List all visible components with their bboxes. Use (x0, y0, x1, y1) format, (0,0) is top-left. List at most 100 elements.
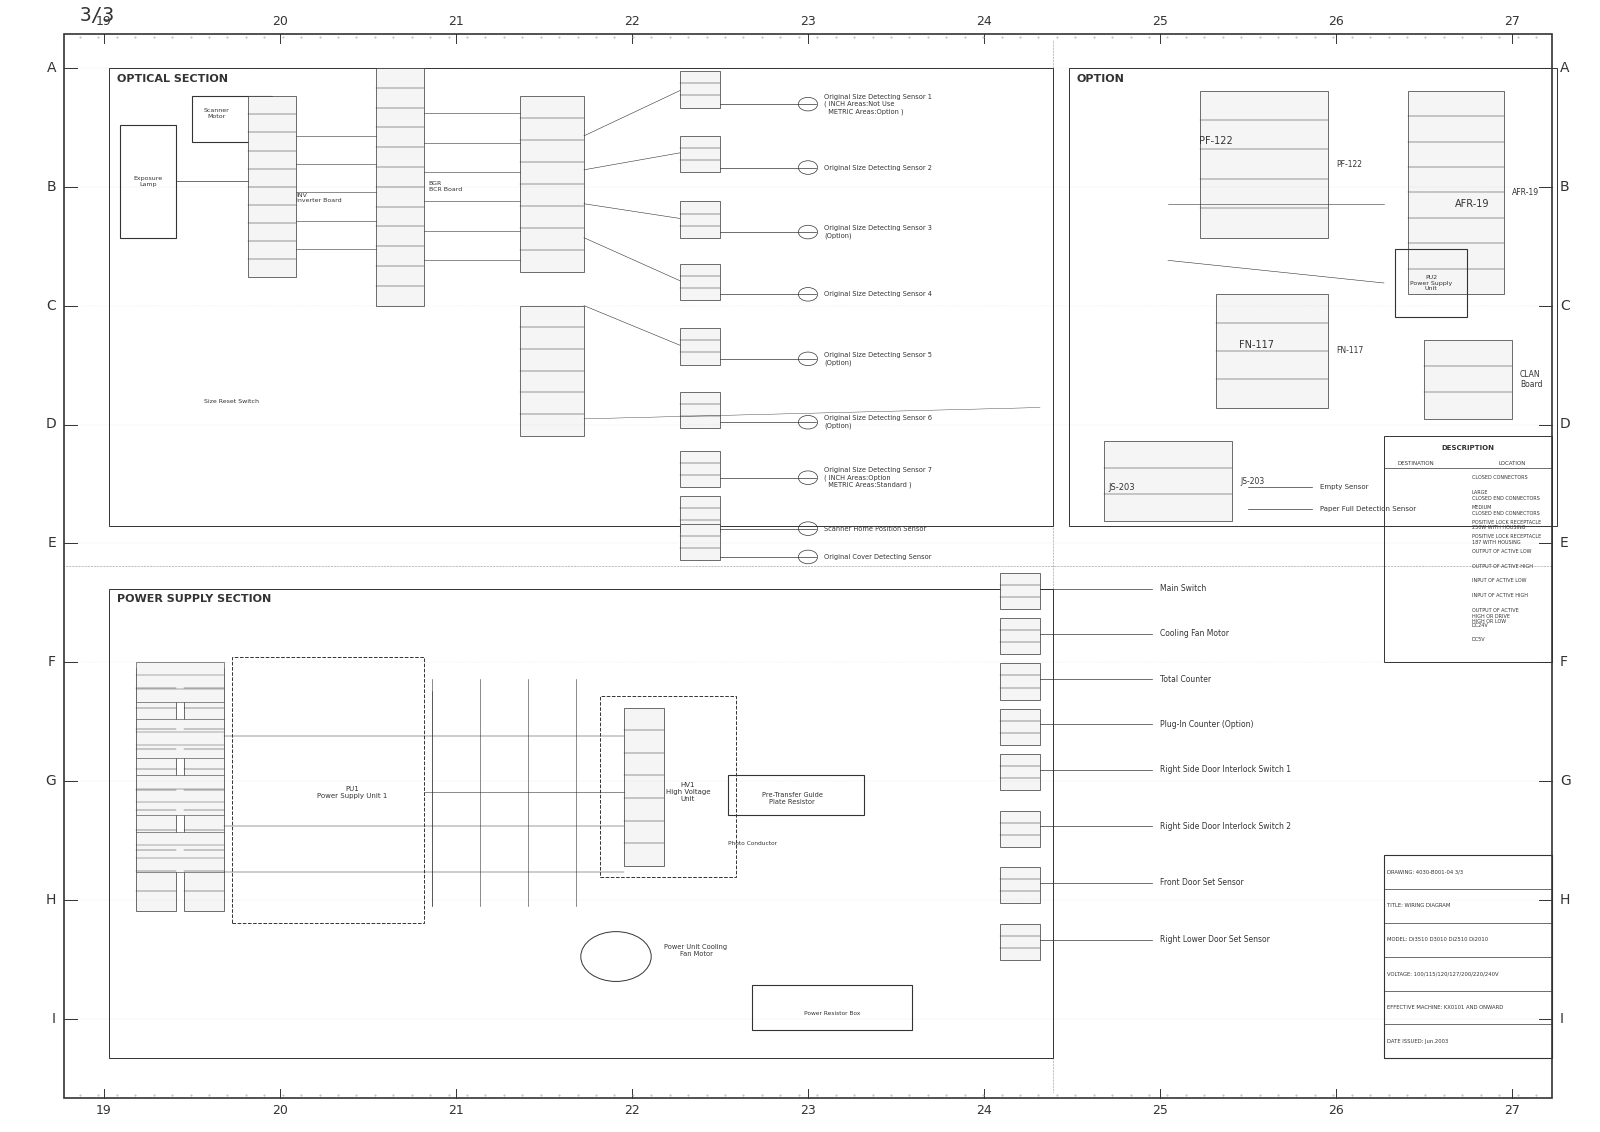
Text: HV1
High Voltage
Unit: HV1 High Voltage Unit (666, 782, 710, 803)
Text: B: B (46, 180, 56, 194)
Bar (1104, 441, 1232, 521)
Bar (1000, 618, 1040, 654)
Bar (680, 71, 720, 108)
Text: 22: 22 (624, 1104, 640, 1116)
Text: Plug-In Counter (Option): Plug-In Counter (Option) (1160, 720, 1253, 729)
Text: C: C (1560, 299, 1570, 312)
Text: Main Switch: Main Switch (1160, 584, 1206, 593)
Text: H: H (1560, 893, 1570, 907)
Text: 23: 23 (800, 16, 816, 28)
Text: 3/3: 3/3 (80, 6, 115, 25)
Text: VOLTAGE: 100/115/120/127/200/220/240V: VOLTAGE: 100/115/120/127/200/220/240V (1387, 971, 1499, 976)
Text: DATE ISSUED: Jun.2003: DATE ISSUED: Jun.2003 (1387, 1039, 1448, 1044)
Text: Cooling Fan Motor: Cooling Fan Motor (1160, 629, 1229, 638)
Text: E: E (48, 537, 56, 550)
Text: G: G (1560, 774, 1571, 788)
Text: MODEL: Di3510 D3010 Di2510 Di2010: MODEL: Di3510 D3010 Di2510 Di2010 (1387, 937, 1488, 942)
Text: C: C (46, 299, 56, 312)
Text: EFFECTIVE MACHINE: KX0101 AND ONWARD: EFFECTIVE MACHINE: KX0101 AND ONWARD (1387, 1005, 1504, 1010)
Bar (520, 96, 584, 272)
Text: OPTION: OPTION (1077, 74, 1125, 84)
Text: AFR-19: AFR-19 (1454, 199, 1490, 208)
Text: DESCRIPTION: DESCRIPTION (1442, 445, 1494, 451)
Text: Original Size Detecting Sensor 2: Original Size Detecting Sensor 2 (824, 164, 931, 171)
Text: 20: 20 (272, 1104, 288, 1116)
Text: 25: 25 (1152, 16, 1168, 28)
Text: INV
Inverter Board: INV Inverter Board (296, 192, 342, 204)
Text: FN-117: FN-117 (1336, 346, 1363, 355)
Bar (680, 392, 720, 428)
Text: CLAN
Board: CLAN Board (1520, 369, 1542, 389)
Bar (120, 125, 176, 238)
Text: TITLE: WIRING DIAGRAM: TITLE: WIRING DIAGRAM (1387, 903, 1451, 908)
Bar (1395, 249, 1467, 317)
Text: 19: 19 (96, 16, 112, 28)
Text: 24: 24 (976, 16, 992, 28)
Bar (1000, 924, 1040, 960)
Text: Original Size Detecting Sensor 4: Original Size Detecting Sensor 4 (824, 291, 931, 298)
Text: Empty Sensor: Empty Sensor (1320, 483, 1368, 490)
Text: I: I (53, 1012, 56, 1026)
Text: OUTPUT OF ACTIVE
HIGH OR DRIVE
HIGH OR LOW: OUTPUT OF ACTIVE HIGH OR DRIVE HIGH OR L… (1472, 608, 1518, 625)
Text: JS-203: JS-203 (1109, 483, 1136, 492)
Bar (1424, 340, 1512, 419)
Text: F: F (1560, 655, 1568, 669)
Bar (136, 662, 224, 702)
Bar (232, 657, 424, 923)
Text: DC5V: DC5V (1472, 637, 1486, 642)
Bar (136, 719, 224, 758)
Bar (136, 832, 224, 872)
Text: DRAWING: 4030-B001-04 3/3: DRAWING: 4030-B001-04 3/3 (1387, 869, 1464, 874)
Text: 23: 23 (800, 1104, 816, 1116)
Text: LOCATION: LOCATION (1498, 461, 1526, 465)
Text: OUTPUT OF ACTIVE HIGH: OUTPUT OF ACTIVE HIGH (1472, 564, 1533, 568)
Text: 21: 21 (448, 1104, 464, 1116)
Text: PF-122: PF-122 (1336, 160, 1362, 169)
Text: Scanner
Motor: Scanner Motor (203, 108, 229, 119)
Text: LARGE
CLOSED END CONNECTORS: LARGE CLOSED END CONNECTORS (1472, 490, 1539, 501)
Text: F: F (48, 655, 56, 669)
Text: AFR-19: AFR-19 (1512, 188, 1539, 197)
Text: Front Door Set Sensor: Front Door Set Sensor (1160, 878, 1243, 887)
Bar (109, 68, 1053, 526)
Bar (1384, 436, 1552, 662)
Text: Power Unit Cooling
Fan Motor: Power Unit Cooling Fan Motor (664, 944, 728, 958)
Bar (1000, 754, 1040, 790)
Bar (1408, 91, 1504, 294)
Text: Size Reset Switch: Size Reset Switch (205, 400, 259, 404)
Text: Right Side Door Interlock Switch 2: Right Side Door Interlock Switch 2 (1160, 822, 1291, 831)
Text: 26: 26 (1328, 16, 1344, 28)
Bar (1000, 663, 1040, 700)
Text: E: E (1560, 537, 1568, 550)
Text: A: A (46, 61, 56, 75)
Text: DESTINATION: DESTINATION (1398, 461, 1434, 465)
Text: Right Side Door Interlock Switch 1: Right Side Door Interlock Switch 1 (1160, 765, 1291, 774)
Bar (1069, 68, 1557, 526)
Bar (184, 668, 224, 911)
Bar (520, 306, 584, 436)
Text: Original Size Detecting Sensor 7
( INCH Areas:Option
  METRIC Areas:Standard ): Original Size Detecting Sensor 7 ( INCH … (824, 468, 931, 488)
Text: Scanner Home Position Sensor: Scanner Home Position Sensor (824, 525, 926, 532)
Text: Right Lower Door Set Sensor: Right Lower Door Set Sensor (1160, 935, 1270, 944)
Bar (624, 708, 664, 866)
Bar (248, 96, 296, 277)
Text: Original Cover Detecting Sensor: Original Cover Detecting Sensor (824, 554, 931, 560)
Bar (680, 328, 720, 365)
Text: 22: 22 (624, 16, 640, 28)
Text: JS-203: JS-203 (1240, 477, 1264, 486)
Text: 24: 24 (976, 1104, 992, 1116)
Text: 20: 20 (272, 16, 288, 28)
Text: Pre-Transfer Guide
Plate Resistor: Pre-Transfer Guide Plate Resistor (762, 791, 822, 805)
Text: Total Counter: Total Counter (1160, 675, 1211, 684)
Bar (192, 96, 272, 142)
Text: Original Size Detecting Sensor 1
( INCH Areas:Not Use
  METRIC Areas:Option ): Original Size Detecting Sensor 1 ( INCH … (824, 94, 931, 114)
Bar (680, 264, 720, 300)
Text: 21: 21 (448, 16, 464, 28)
Text: OUTPUT OF ACTIVE LOW: OUTPUT OF ACTIVE LOW (1472, 549, 1531, 554)
Text: PU1
Power Supply Unit 1: PU1 Power Supply Unit 1 (317, 786, 387, 799)
Text: Power Resistor Box: Power Resistor Box (803, 1011, 861, 1015)
Bar (600, 696, 736, 877)
Bar (1000, 573, 1040, 609)
Bar (680, 451, 720, 487)
Text: Paper Full Detection Sensor: Paper Full Detection Sensor (1320, 506, 1416, 513)
